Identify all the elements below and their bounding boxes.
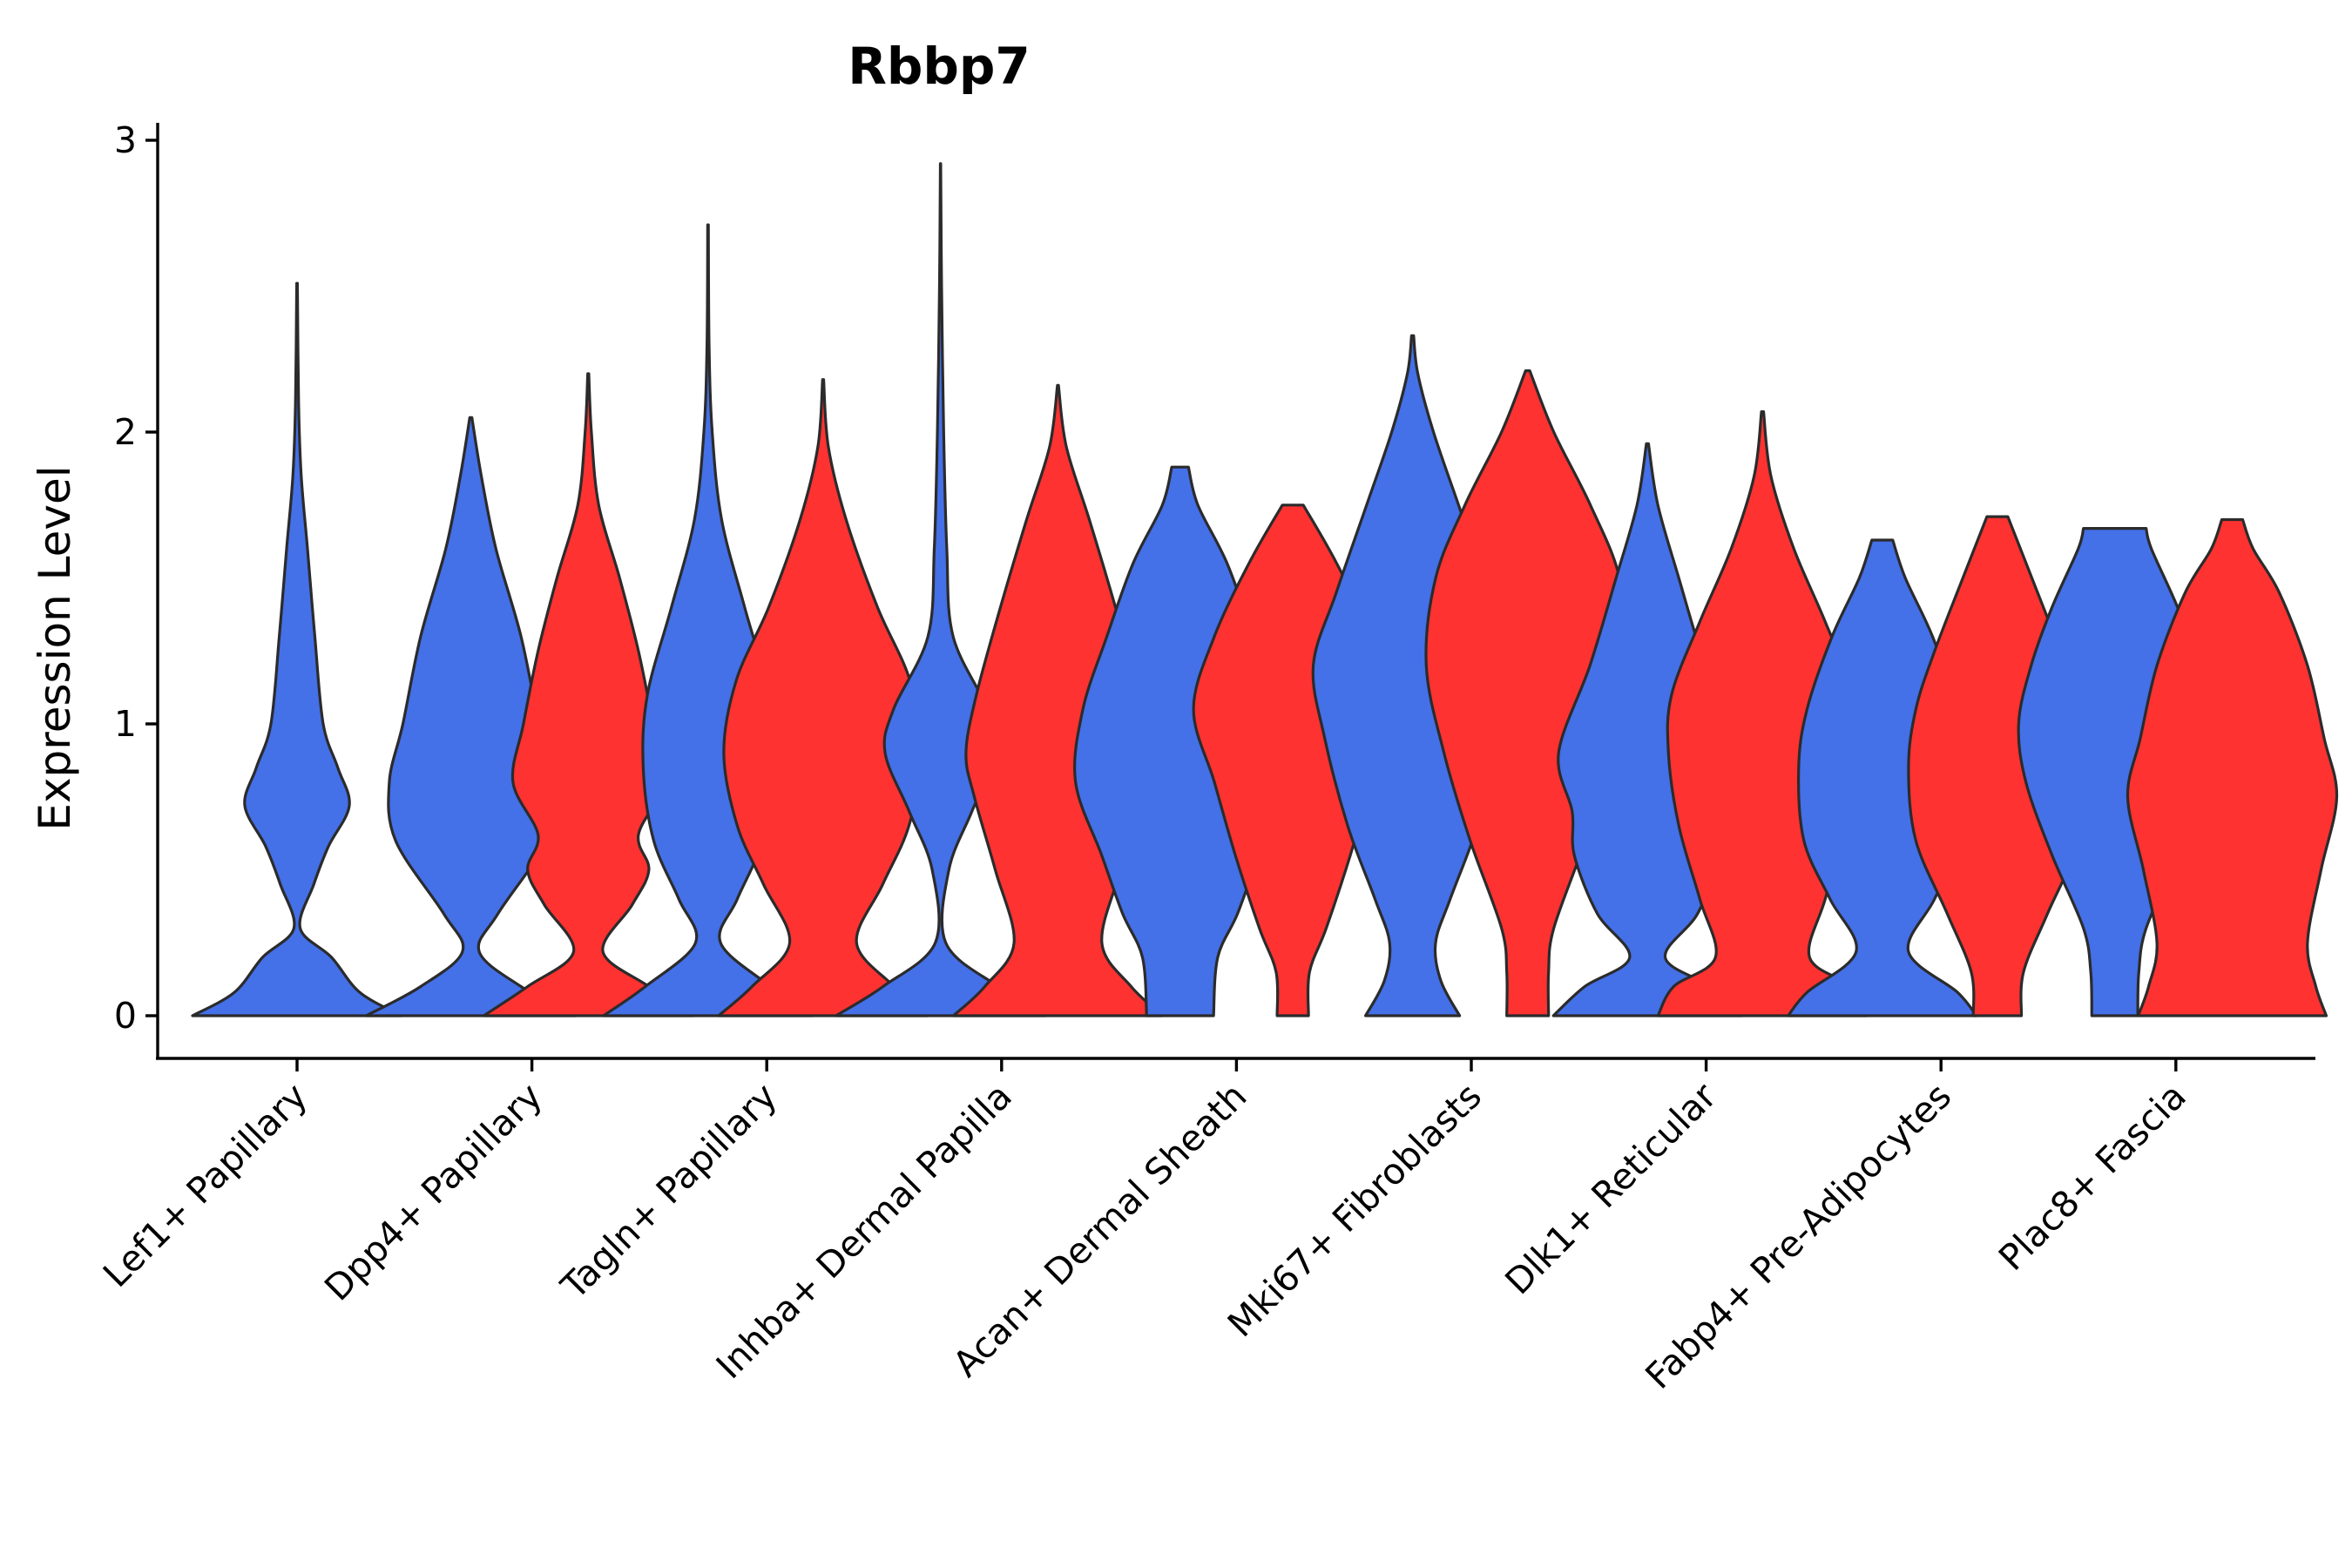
x-tick-label: Tagln+ Papillary [552,1075,785,1308]
violin-group [191,162,2339,1017]
violin-group-b [482,372,694,1017]
x-tick-label: Plac8+ Fascia [1990,1075,2194,1279]
y-tick-label: 3 [114,119,137,161]
y-tick-label: 2 [114,411,137,453]
violin-group-a [1787,538,1978,1017]
violin-group-a [191,281,403,1017]
chart-title: Rbbp7 [848,37,1031,96]
violin-group-a [835,162,1047,1017]
x-axis-ticks: Lef1+ Papillary Dpp4+ Papillary Tagln+ Pap… [95,1058,2194,1397]
y-axis-label: Expression Level [30,465,80,830]
violin-group-a [364,416,578,1017]
x-tick-label: Dlk1+ Reticular [1497,1075,1724,1302]
x-tick-label: Mki67+ Fibroblasts [1220,1075,1490,1345]
y-tick-label: 0 [114,995,137,1037]
x-tick-label: Lef1+ Papillary [95,1075,315,1295]
violin-group-b [2126,517,2339,1017]
y-axis-ticks: 0 1 2 3 [114,119,158,1037]
y-tick-label: 1 [114,703,137,745]
x-tick-label: Dpp4+ Papillary [316,1075,550,1308]
violin-group-b [717,378,929,1017]
